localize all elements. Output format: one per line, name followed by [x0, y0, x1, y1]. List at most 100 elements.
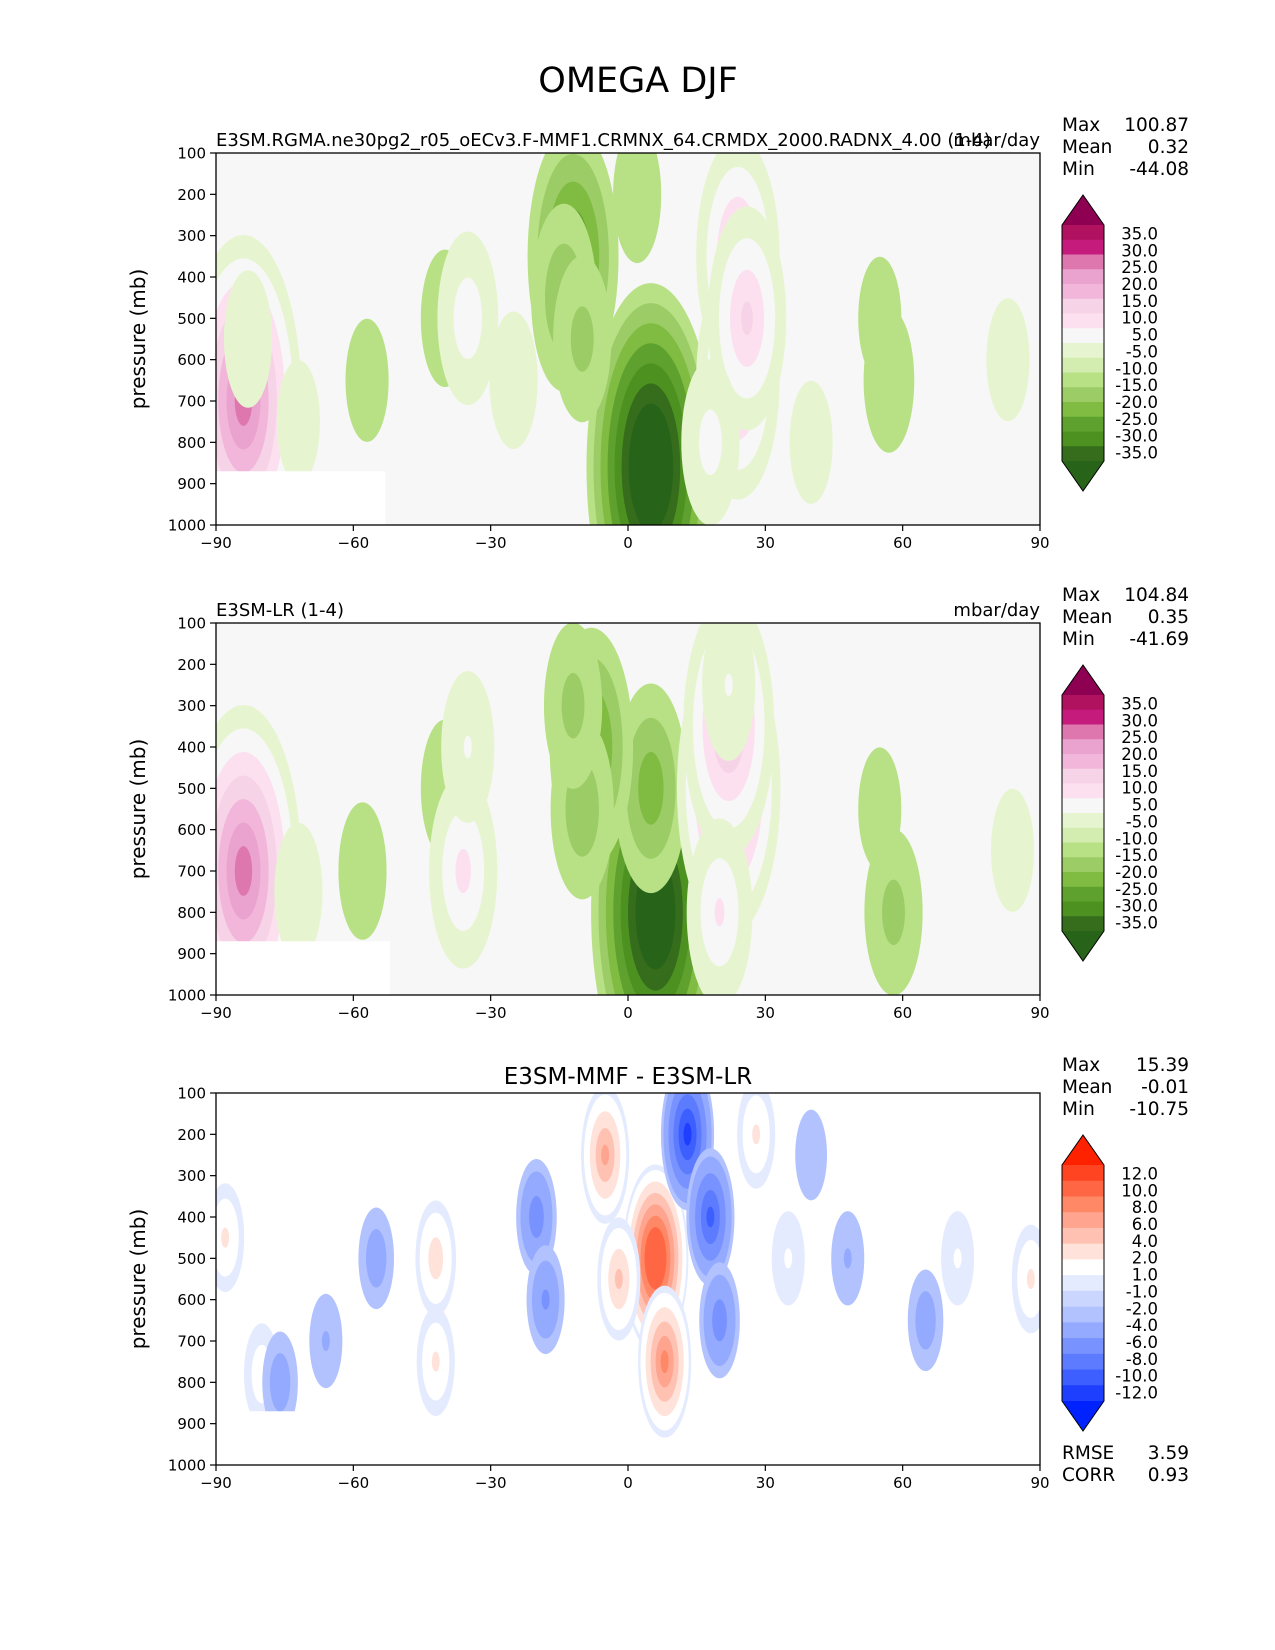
colorbar-tick-label: -10.0: [1115, 1367, 1158, 1386]
contour-feature: [543, 623, 603, 789]
contour-level: [638, 752, 664, 825]
colorbar-segment: [1062, 1385, 1104, 1402]
contour-level: [858, 747, 902, 871]
colorbar-tick-label: -15.0: [1115, 846, 1158, 865]
y-tick-label: 1000: [168, 987, 206, 1005]
contour-level: [882, 879, 905, 946]
colorbar-tick-label: -35.0: [1115, 914, 1158, 933]
colorbar-extend-max: [1062, 195, 1104, 225]
contour-level: [614, 1269, 623, 1289]
colorbar-segment: [1062, 916, 1104, 932]
y-tick-label: 700: [177, 393, 206, 411]
x-tick-label: 60: [893, 1474, 912, 1492]
colorbar-tick-label: 2.0: [1132, 1249, 1158, 1268]
colorbar-segment: [1062, 857, 1104, 873]
y-axis-diff: 100 200 300 400 500 600 700 800 900 1000: [168, 1085, 216, 1475]
contour-level: [628, 403, 674, 525]
contour-level: [463, 735, 472, 759]
colorbar-tick-label: 10.0: [1121, 779, 1158, 798]
field-layers-lr: [216, 623, 1040, 995]
colorbar-tick-label: 35.0: [1121, 694, 1158, 713]
colorbar-segment: [1062, 1306, 1104, 1323]
colorbar-segment: [1062, 357, 1104, 373]
colorbar-segment: [1062, 872, 1104, 888]
x-tick-label: −30: [475, 1474, 507, 1492]
contour-level: [223, 270, 273, 408]
contour-level: [660, 1350, 669, 1374]
contour-level: [752, 1124, 761, 1145]
contour-field-lr: [216, 623, 1040, 995]
x-tick-label: −90: [200, 1474, 232, 1492]
contour-level: [345, 318, 389, 442]
contour-level: [784, 1248, 793, 1269]
contour-feature: [986, 298, 1030, 422]
stat-label: Mean: [1062, 137, 1112, 158]
field-layers-diff: [216, 1093, 1040, 1465]
y-tick-label: 500: [177, 780, 206, 798]
colorbar-tick-label: -25.0: [1115, 880, 1158, 899]
x-tick-label: 60: [893, 1004, 912, 1022]
contour-feature: [338, 802, 387, 940]
colorbar-segment: [1062, 1259, 1104, 1276]
contour-feature: [526, 1245, 565, 1355]
x-tick-label: 0: [623, 1004, 633, 1022]
contour-feature: [831, 1211, 865, 1306]
contour-level: [644, 1227, 667, 1290]
stat-value: 104.84: [1124, 585, 1189, 606]
contour-feature: [686, 818, 753, 995]
y-tick-label: 600: [177, 821, 206, 839]
colorbar-tick-label: 10.0: [1121, 309, 1158, 328]
contour-feature: [864, 829, 923, 995]
colorbar-segment: [1062, 1212, 1104, 1229]
colorbar-tick-label: -30.0: [1115, 897, 1158, 916]
panel-lr: E3SM-LR (1-4) mbar/day pressure (mb) −90…: [126, 585, 1189, 1022]
y-tick-label: 300: [177, 227, 206, 245]
y-tick-label: 900: [177, 945, 206, 963]
contour-level: [741, 301, 753, 336]
contour-level: [428, 1237, 444, 1280]
stat-value: 0.93: [1148, 1465, 1189, 1486]
contour-feature: [681, 359, 740, 525]
colorbar-tick-label: 5.0: [1132, 326, 1158, 345]
colorbar-segment: [1062, 431, 1104, 447]
colorbar-segment: [1062, 709, 1104, 725]
contour-feature: [262, 1331, 298, 1434]
x-tick-label: −30: [475, 534, 507, 552]
colorbar-segment: [1062, 254, 1104, 270]
x-tick-label: 90: [1030, 534, 1049, 552]
stats-block-mmf: Max 100.87 Mean 0.32 Min -44.08: [1062, 115, 1189, 180]
extra-stats-diff: RMSE 3.59 CORR 0.93: [1062, 1443, 1189, 1486]
contour-level: [338, 802, 387, 940]
stat-value: -0.01: [1141, 1077, 1189, 1098]
panel-title-lr: E3SM-LR (1-4): [216, 600, 344, 621]
stat-label: Mean: [1062, 1077, 1112, 1098]
figure-title: OMEGA DJF: [538, 61, 737, 101]
contour-feature: [858, 747, 902, 871]
colorbar-mmf: 35.030.025.020.015.010.05.0-5.0-10.0-15.…: [1061, 194, 1158, 492]
panel-units-lr: mbar/day: [953, 600, 1040, 621]
stat-label: Max: [1062, 585, 1100, 606]
contour-feature: [638, 1285, 692, 1438]
contour-feature: [990, 788, 1035, 912]
contour-feature: [441, 671, 495, 823]
contour-level: [706, 1206, 715, 1228]
contour-level: [234, 846, 253, 896]
colorbar-segment: [1062, 783, 1104, 799]
colorbar-tick-label: -30.0: [1115, 427, 1158, 446]
colorbar-tick-label: 6.0: [1132, 1215, 1158, 1234]
y-tick-label: 100: [177, 1085, 206, 1103]
contour-level: [455, 848, 471, 894]
contour-feature: [581, 1093, 630, 1224]
terrain-mask: [216, 1411, 377, 1465]
contour-feature: [309, 1293, 343, 1389]
contour-feature: [437, 231, 499, 406]
colorbar-segment: [1062, 269, 1104, 285]
contour-level: [365, 1229, 387, 1288]
y-axis-label-diff: pressure (mb): [126, 1209, 150, 1350]
stat-value: 3.59: [1148, 1443, 1189, 1464]
y-axis-label-lr: pressure (mb): [126, 739, 150, 880]
x-tick-label: −90: [200, 534, 232, 552]
contour-level: [529, 1195, 544, 1239]
stat-value: 0.35: [1148, 607, 1189, 628]
